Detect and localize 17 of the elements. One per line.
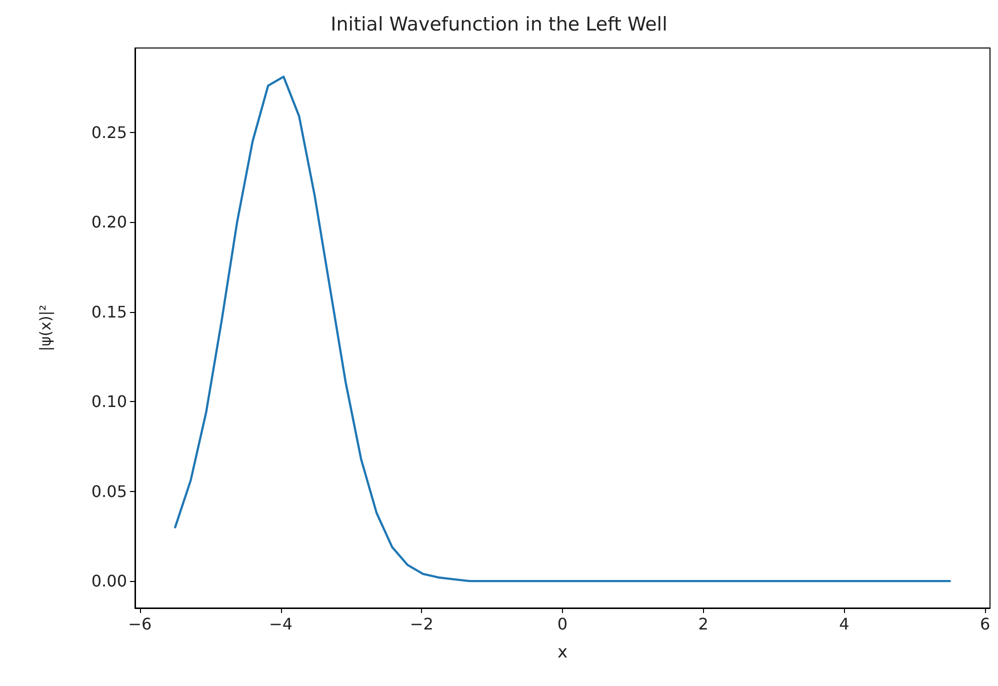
x-tick-label: −6 — [128, 614, 152, 634]
x-axis-title: x — [557, 642, 568, 662]
x-tick-label: 4 — [839, 614, 850, 634]
y-axis-title: |ψ(x)|² — [36, 304, 54, 352]
x-tick-label: 0 — [557, 614, 568, 634]
x-tick-label: −4 — [268, 614, 293, 634]
chart-title: Initial Wavefunction in the Left Well — [330, 14, 668, 36]
x-tick-label: −2 — [410, 614, 434, 634]
y-tick-label: 0.15 — [91, 302, 127, 322]
y-tick-label: 0.20 — [91, 212, 127, 232]
x-tick-label: 6 — [980, 614, 990, 634]
x-tick-label: 2 — [698, 614, 708, 634]
y-tick-label: 0.05 — [91, 482, 127, 501]
line-series — [174, 76, 951, 582]
y-tick-label: 0.00 — [91, 572, 127, 591]
y-tick-label: 0.25 — [91, 122, 127, 142]
y-tick-label: 0.10 — [91, 392, 127, 412]
